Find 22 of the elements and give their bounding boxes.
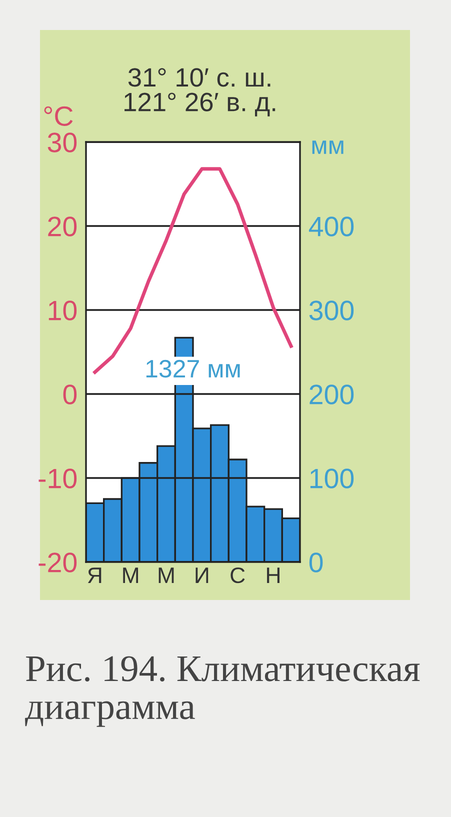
y-axis-title: °C: [44, 106, 73, 126]
x-tick-label: С: [230, 567, 245, 584]
y2-tick-label: 100: [310, 468, 354, 488]
x-tick-label: И: [196, 568, 208, 583]
annotation: 1327 мм: [146, 360, 240, 378]
y-tick-label: 0: [63, 384, 77, 404]
x-tick-label: Н: [267, 568, 280, 583]
x-tick-label: М: [123, 568, 138, 583]
x-tick-label: Я: [88, 568, 102, 583]
y-tick-label: -10: [38, 468, 77, 488]
x-tick-label: М: [158, 568, 174, 583]
y2-tick-label: 0: [309, 552, 323, 572]
y-tick-label: 10: [48, 300, 77, 320]
y-tick-label: -20: [38, 552, 77, 572]
y-tick-label: 30: [48, 132, 77, 152]
chart-title: 31° 10′ с. ш. 121° 26′ в. д.: [124, 68, 276, 116]
y2-tick-label: 300: [309, 300, 354, 320]
y2-axis-title: мм: [312, 140, 344, 154]
y2-tick-label: 200: [310, 384, 354, 404]
y2-tick-label: 400: [308, 216, 354, 236]
y-tick-label: 20: [48, 216, 77, 236]
text: Рис. 194. Климатическая диаграмма: [25, 656, 420, 727]
